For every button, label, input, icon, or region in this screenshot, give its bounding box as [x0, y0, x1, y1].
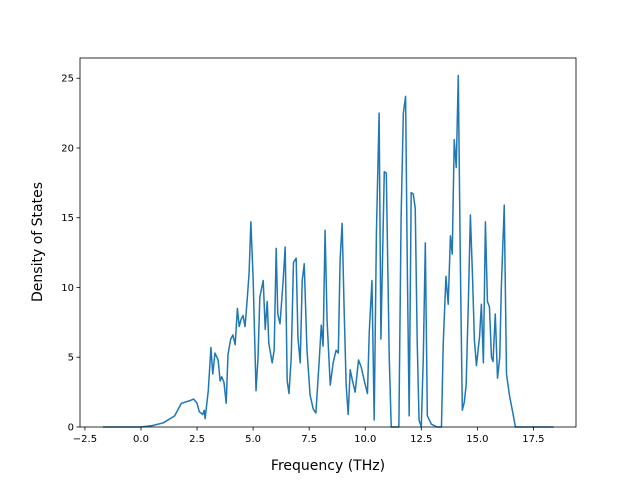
x-axis-label: Frequency (THz)	[271, 458, 385, 474]
y-tick-label: 5	[68, 353, 74, 364]
y-tick-label: 0	[68, 423, 74, 434]
y-axis-label: Density of States	[30, 182, 46, 302]
plot-frame	[79, 57, 577, 428]
x-tick-label: 0.0	[133, 434, 149, 445]
x-tick-label: −2.5	[73, 434, 97, 445]
data-line	[102, 74, 554, 428]
x-tick-label: 2.5	[189, 434, 205, 445]
y-tick-label: 10	[61, 283, 74, 294]
y-tick-label: 15	[61, 213, 74, 224]
x-tick-label: 10.0	[354, 434, 376, 445]
x-tick-label: 12.5	[410, 434, 432, 445]
x-tick-label: 5.0	[245, 434, 261, 445]
y-tick-label: 25	[61, 74, 74, 85]
x-tick-label: 15.0	[466, 434, 488, 445]
x-tick-label: 7.5	[301, 434, 317, 445]
y-tick-label: 20	[61, 143, 74, 154]
x-tick-label: 17.5	[522, 434, 544, 445]
